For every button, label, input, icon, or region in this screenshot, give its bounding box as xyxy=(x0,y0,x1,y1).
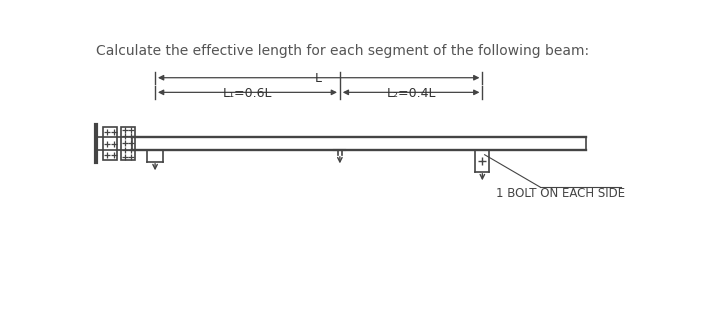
Text: L₂=0.4L: L₂=0.4L xyxy=(387,87,436,100)
Text: Calculate the effective length for each segment of the following beam:: Calculate the effective length for each … xyxy=(96,44,589,58)
Text: L₁=0.6L: L₁=0.6L xyxy=(223,87,272,100)
Text: 1 BOLT ON EACH SIDE: 1 BOLT ON EACH SIDE xyxy=(496,187,625,200)
Bar xyxy=(121,127,135,160)
Bar xyxy=(103,127,117,160)
Text: L: L xyxy=(315,73,322,85)
